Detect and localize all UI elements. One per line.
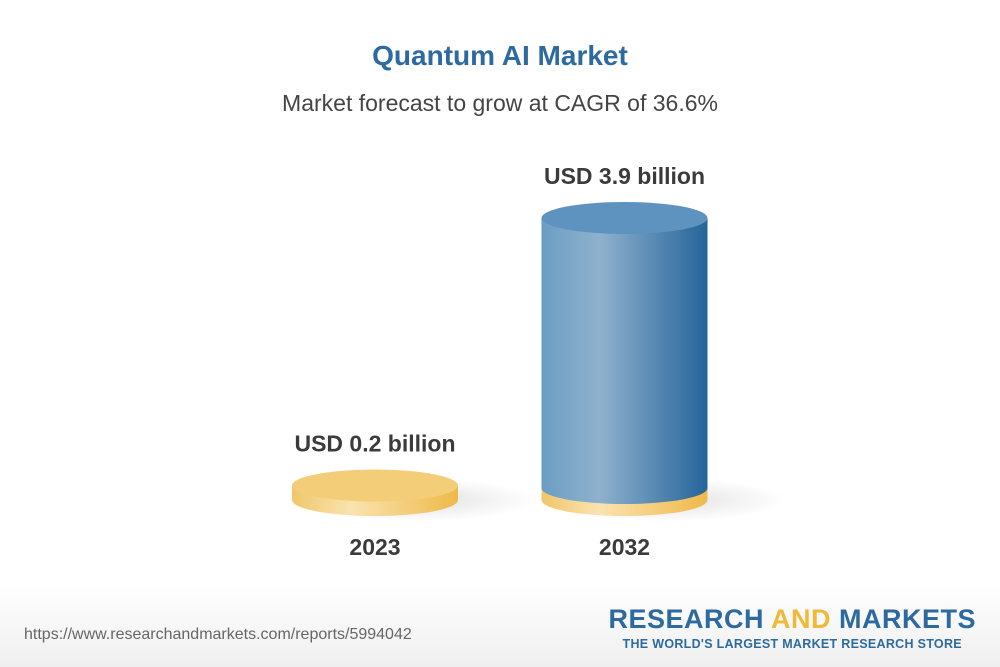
bar-top [541, 202, 708, 234]
logo-text-3: MARKETS [831, 604, 976, 634]
footer [0, 585, 1000, 667]
chart-title: Quantum AI Market [372, 40, 628, 71]
category-label: 2023 [349, 534, 400, 560]
logo-text-1: RESEARCH [608, 604, 771, 634]
bar-body [541, 218, 708, 504]
bar-top [292, 469, 458, 502]
chart-area: USD 0.2 billion 2023 USD 3.9 billion 2032 [292, 163, 788, 560]
brand-logo[interactable]: RESEARCH AND MARKETS THE WORLD'S LARGEST… [608, 604, 976, 651]
logo-text-2: AND [771, 604, 831, 634]
report-url[interactable]: https://www.researchandmarkets.com/repor… [24, 626, 412, 643]
data-label: USD 3.9 billion [544, 163, 705, 189]
logo-tagline: THE WORLD'S LARGEST MARKET RESEARCH STOR… [622, 637, 962, 651]
category-label: 2032 [599, 534, 650, 560]
chart-subtitle: Market forecast to grow at CAGR of 36.6% [282, 90, 718, 116]
data-label: USD 0.2 billion [294, 431, 455, 457]
